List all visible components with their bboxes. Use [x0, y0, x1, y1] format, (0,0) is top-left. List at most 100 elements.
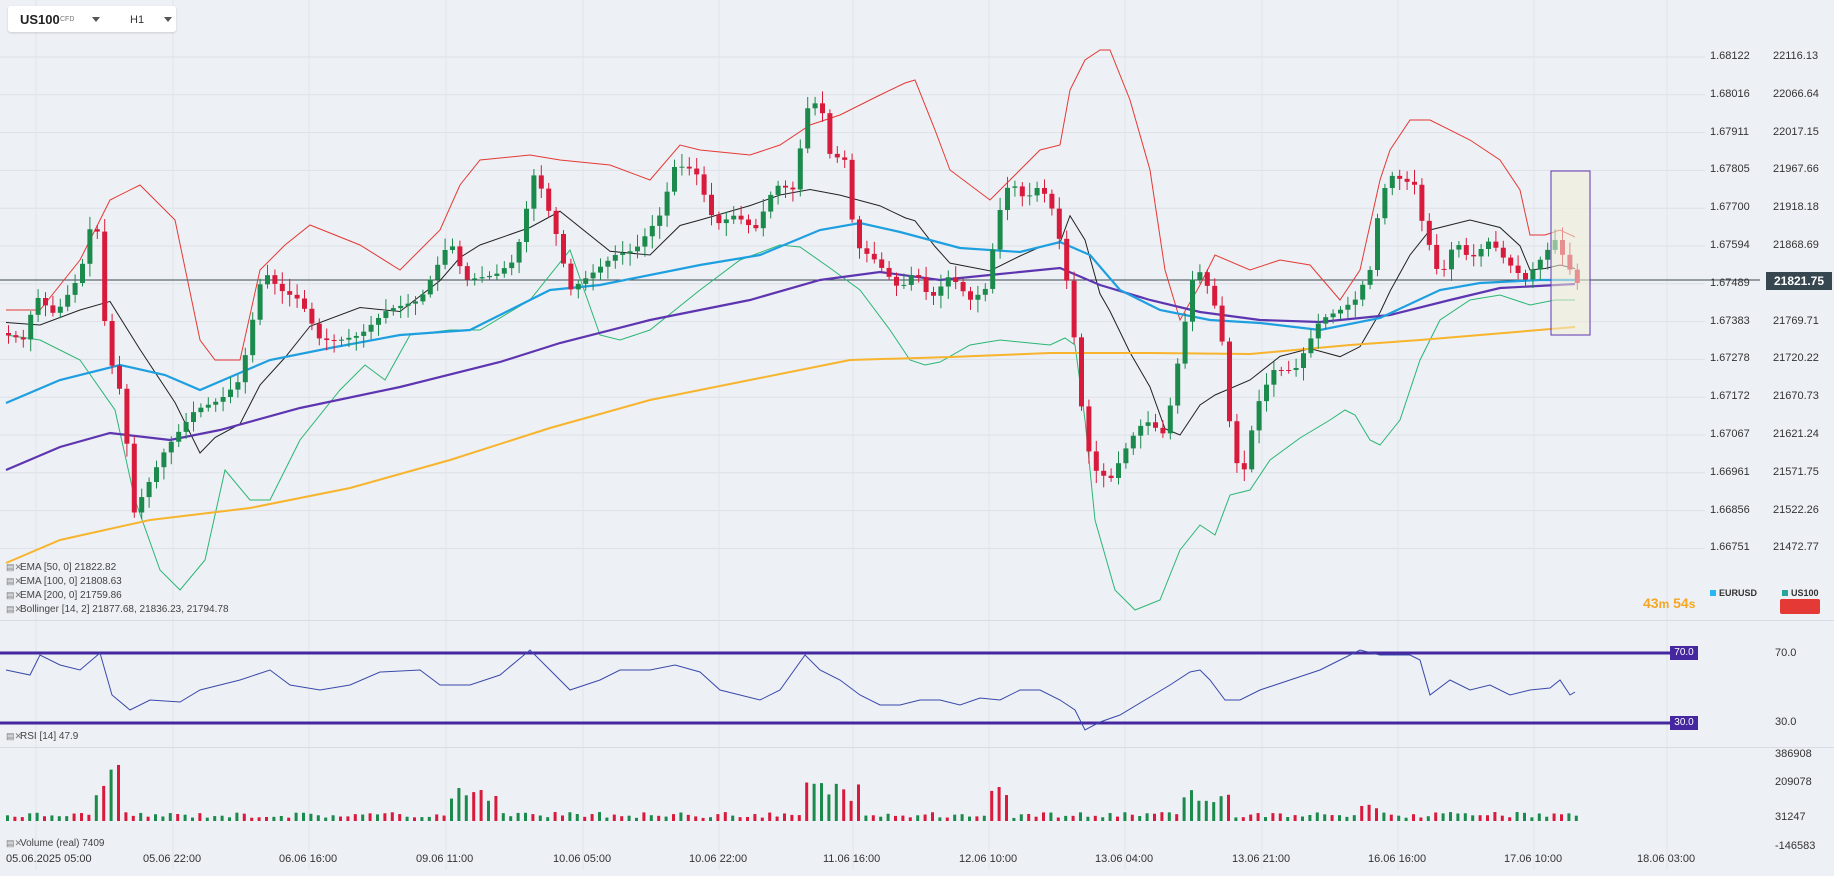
candle-bullish [353, 335, 359, 338]
volume-bar [176, 814, 180, 821]
legend-eurusd[interactable]: EURUSD [1710, 588, 1757, 598]
volume-bar [827, 794, 831, 821]
symbol-name: US100 [20, 12, 60, 27]
candle-bullish [265, 275, 270, 285]
volume-bar [1160, 812, 1164, 821]
volume-bar [250, 817, 254, 821]
candle-bullish [531, 175, 537, 209]
volume-bar [1478, 815, 1482, 821]
value-axis-label: 21571.75 [1773, 465, 1819, 478]
volume-bar [1338, 815, 1341, 821]
volume-bar [716, 814, 720, 821]
candle-bullish [657, 215, 663, 226]
volume-bar [235, 812, 239, 821]
volume-bar [1153, 813, 1156, 821]
volume-bar [464, 795, 468, 821]
volume-legend[interactable]: ▤✕Volume (real) 7409 [6, 838, 105, 849]
candle-bullish [390, 308, 396, 312]
candle-bearish [849, 159, 855, 220]
pane-divider[interactable] [0, 620, 1834, 621]
candle-bearish [1219, 305, 1225, 342]
candle-bearish [324, 338, 330, 340]
bollinger-legend[interactable]: ▤✕Bollinger [14, 2] 21877.68, 21836.23, … [6, 604, 229, 615]
volume-bar [183, 814, 187, 821]
candle-bullish [57, 306, 63, 313]
candle-bullish [1530, 269, 1536, 280]
volume-bar [1375, 808, 1378, 821]
candle-bullish [1352, 299, 1358, 305]
settings-icon[interactable]: ▤✕ [6, 562, 23, 572]
volume-bar [35, 812, 39, 821]
us100-color-swatch[interactable] [1780, 599, 1820, 614]
volume-bar [945, 817, 949, 821]
settings-icon[interactable]: ▤✕ [6, 576, 23, 586]
candle-bullish [812, 103, 818, 109]
bollinger-lower [5, 244, 1575, 611]
legend-us100[interactable]: US100 [1782, 588, 1819, 598]
value-axis-label: 22066.64 [1773, 87, 1819, 100]
candle-bearish [834, 153, 840, 158]
candle-bullish [805, 108, 811, 149]
chevron-down-icon[interactable] [92, 17, 100, 22]
rsi-line [5, 649, 1576, 731]
volume-bar [279, 815, 283, 821]
candle-bullish [1537, 259, 1543, 270]
candle-bearish [13, 335, 19, 338]
pane-divider[interactable] [0, 747, 1834, 748]
value-axis-label: 21769.71 [1773, 314, 1819, 327]
chart-grid [0, 0, 1705, 870]
ema100-legend[interactable]: ▤✕EMA [100, 0] 21808.63 [6, 576, 122, 587]
volume-bar [1012, 817, 1016, 821]
ema200-legend[interactable]: ▤✕EMA [200, 0] 21759.86 [6, 590, 122, 601]
candle-bullish [442, 250, 448, 265]
volume-bar [87, 814, 91, 821]
candle-bearish [1064, 238, 1070, 281]
volume-bar [790, 814, 794, 821]
candle-bullish [1545, 249, 1551, 260]
volume-bar [390, 812, 394, 821]
symbol-selector[interactable]: US100 CFD H1 [8, 6, 176, 32]
volume-bar [531, 814, 535, 821]
volume-bar [131, 815, 135, 821]
rsi-axis-lower: 30.0 [1775, 716, 1797, 728]
chevron-down-icon[interactable] [164, 17, 172, 22]
volume-bar [1530, 817, 1534, 821]
candle-bullish [768, 194, 774, 212]
rsi-legend[interactable]: ▤✕RSI [14] 47.9 [6, 731, 79, 742]
settings-icon[interactable]: ▤✕ [6, 731, 23, 741]
rsi-upper-tag: 70.0 [1670, 646, 1698, 660]
candle-bearish [316, 323, 322, 339]
volume-bar [294, 812, 298, 821]
volume-bar [1167, 812, 1171, 821]
settings-icon[interactable]: ▤✕ [6, 590, 23, 600]
ema50-legend[interactable]: ▤✕EMA [50, 0] 21822.82 [6, 562, 117, 573]
candle-bearish [931, 292, 936, 296]
volume-bar [1463, 813, 1467, 821]
candle-bearish [1515, 265, 1521, 273]
volume-bar [709, 817, 712, 821]
volume-bar [1130, 814, 1134, 821]
volume-bar [1175, 814, 1179, 821]
volume-bar [316, 815, 320, 821]
rsi-pane [0, 649, 1670, 731]
series-color [1782, 590, 1788, 596]
volume-bar [642, 812, 646, 821]
time-axis-label: 05.06.2025 05:00 [6, 853, 92, 865]
symbol-type: CFD [60, 16, 75, 23]
volume-bar [990, 790, 994, 821]
candle-bearish [1071, 280, 1077, 338]
volume-bar [324, 817, 328, 821]
candle-bullish [213, 401, 219, 405]
volume-bar [1486, 815, 1489, 821]
volume-bar [139, 812, 143, 821]
settings-icon[interactable]: ▤✕ [6, 604, 23, 614]
settings-icon[interactable]: ▤✕ [6, 838, 23, 848]
timeframe-label[interactable]: H1 [130, 14, 145, 26]
volume-bar [205, 817, 209, 821]
volume-bar [1019, 814, 1023, 821]
candle-bullish [1456, 245, 1462, 250]
volume-bar [968, 816, 971, 821]
candle-bullish [183, 422, 189, 432]
candle-bullish [405, 303, 411, 306]
